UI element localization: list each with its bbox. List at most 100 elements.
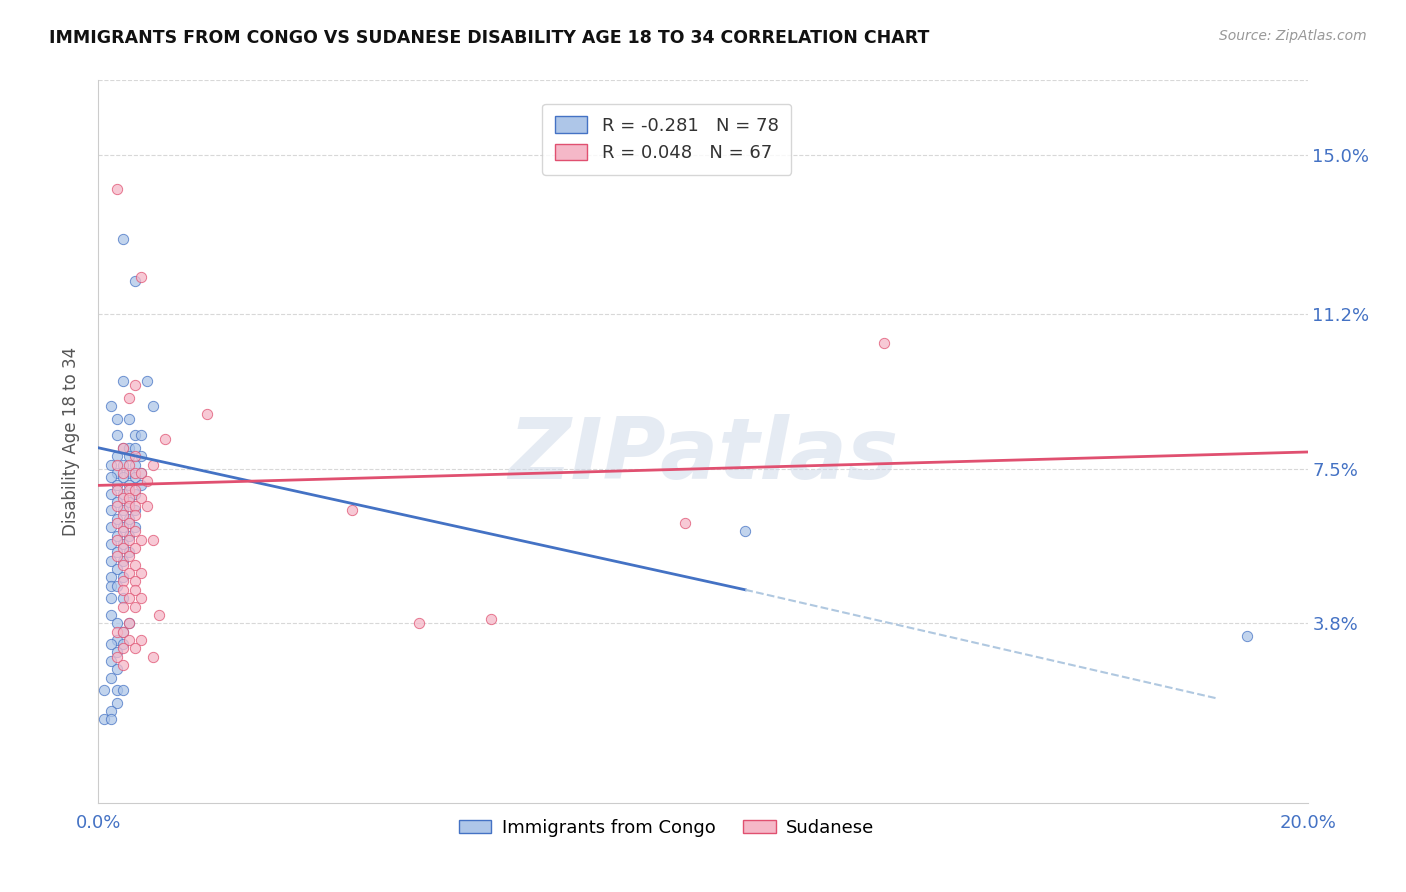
Point (105, 466, 128, 480)
Point (118, 616, 141, 631)
Point (124, 558, 146, 572)
Point (100, 458, 122, 472)
Point (105, 411, 128, 425)
Point (135, 500, 157, 514)
Point (111, 441, 134, 455)
Point (111, 683, 134, 698)
Point (124, 487, 146, 501)
Point (124, 441, 146, 455)
Point (118, 512, 141, 526)
Point (100, 579, 122, 593)
Point (124, 508, 146, 522)
Point (105, 449, 128, 463)
Point (105, 624, 128, 639)
Point (105, 182, 128, 196)
Point (118, 391, 141, 405)
Point (124, 541, 146, 555)
Point (105, 645, 128, 659)
Point (105, 696, 128, 710)
Point (100, 607, 122, 622)
Point (100, 654, 122, 668)
Point (100, 591, 122, 606)
Point (105, 512, 128, 526)
Point (124, 520, 146, 534)
Point (124, 466, 146, 480)
Point (148, 607, 170, 622)
Point (124, 483, 146, 497)
Point (124, 574, 146, 589)
Point (100, 712, 122, 726)
Point (111, 508, 134, 522)
Point (734, 524, 756, 539)
Text: Source: ZipAtlas.com: Source: ZipAtlas.com (1219, 29, 1367, 43)
Point (481, 612, 503, 626)
Point (135, 374, 157, 388)
Point (118, 516, 141, 530)
Point (124, 428, 146, 442)
Point (195, 408, 218, 422)
Point (111, 524, 134, 539)
Legend: Immigrants from Congo, Sudanese: Immigrants from Congo, Sudanese (449, 808, 886, 848)
Point (118, 591, 141, 606)
Point (129, 466, 152, 480)
Point (118, 491, 141, 505)
Point (111, 487, 134, 501)
Point (673, 516, 696, 530)
Point (111, 624, 134, 639)
Point (118, 466, 141, 480)
Point (118, 549, 141, 564)
Point (342, 503, 364, 517)
Point (118, 449, 141, 463)
Point (105, 632, 128, 647)
Point (111, 503, 134, 517)
Point (111, 570, 134, 584)
Point (105, 533, 128, 547)
Point (118, 632, 141, 647)
Point (93, 683, 115, 698)
Point (118, 566, 141, 580)
Point (124, 503, 146, 517)
Point (111, 553, 134, 567)
Point (118, 411, 141, 425)
Point (111, 441, 134, 455)
Point (118, 483, 141, 497)
Point (105, 478, 128, 492)
Point (111, 541, 134, 555)
Point (111, 520, 134, 534)
Point (100, 470, 122, 484)
Point (129, 466, 152, 480)
Point (100, 704, 122, 718)
Point (105, 649, 128, 664)
Point (129, 478, 152, 492)
Point (124, 274, 146, 288)
Point (100, 487, 122, 501)
Point (142, 649, 165, 664)
Point (118, 545, 141, 559)
Point (129, 428, 152, 442)
Point (142, 458, 165, 472)
Point (111, 624, 134, 639)
Point (135, 474, 157, 488)
Point (153, 433, 176, 447)
Point (118, 458, 141, 472)
Point (105, 528, 128, 542)
Point (105, 616, 128, 631)
Point (111, 591, 134, 606)
Point (129, 491, 152, 505)
Point (124, 470, 146, 484)
Point (873, 336, 896, 351)
Point (124, 500, 146, 514)
Point (105, 483, 128, 497)
Point (111, 582, 134, 597)
Point (142, 533, 165, 547)
Point (129, 533, 152, 547)
Point (100, 520, 122, 534)
Point (100, 637, 122, 651)
Point (100, 399, 122, 413)
Point (118, 441, 141, 455)
Point (100, 503, 122, 517)
Text: ZIPatlas: ZIPatlas (508, 415, 898, 498)
Point (118, 528, 141, 542)
Point (100, 570, 122, 584)
Point (111, 537, 134, 551)
